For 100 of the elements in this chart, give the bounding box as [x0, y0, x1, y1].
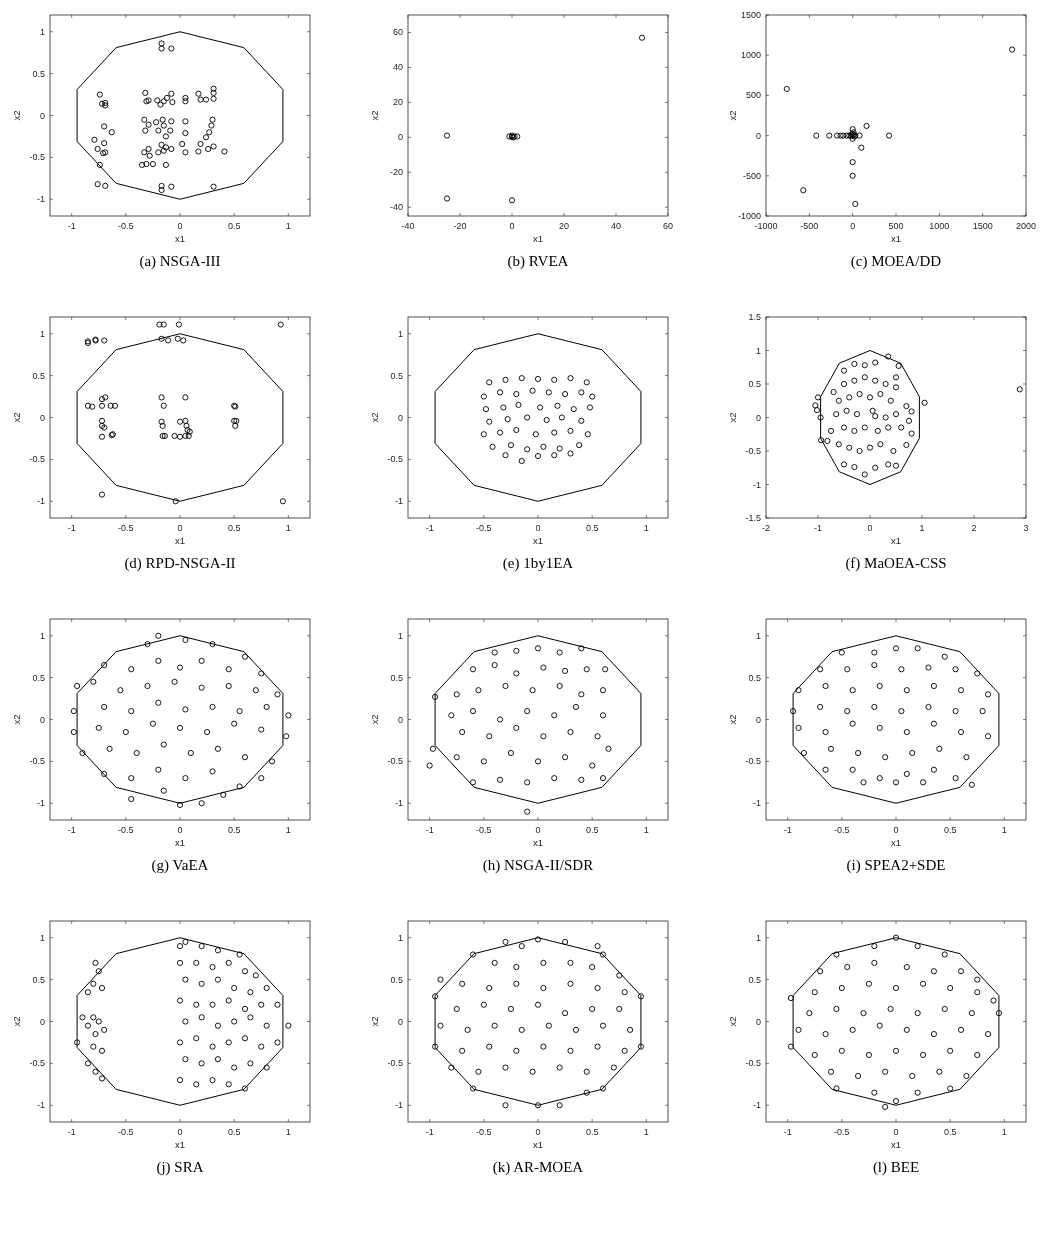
x-tick-label: -1	[67, 221, 76, 231]
x-tick-label: 0	[177, 523, 183, 533]
y-axis-title: x2	[369, 714, 380, 725]
x-axis-title: x1	[532, 233, 544, 244]
x-tick-label: 0.5	[585, 523, 599, 533]
text: (h) NSGA-II/SDR	[482, 857, 594, 874]
y-tick-label: 1	[39, 630, 45, 641]
y-tick-label: -0.5	[29, 454, 45, 465]
x-tick-label: 3	[1023, 523, 1029, 533]
y-tick-label: -1	[36, 194, 45, 205]
y-tick-label: 0	[755, 1016, 761, 1027]
x-tick-label: 0.5	[585, 825, 599, 835]
x-tick-label: -1	[783, 1127, 792, 1137]
y-tick-label: 0	[39, 1016, 45, 1027]
x-tick-label: 0	[177, 825, 183, 835]
x-tick-label: -1	[425, 1127, 434, 1137]
x-axis-title: x1	[532, 1139, 544, 1150]
x-tick-label: 60	[662, 221, 674, 231]
x-tick-label: 0	[509, 221, 515, 231]
x-axis-title: x1	[174, 535, 186, 546]
x-tick-label: 1	[643, 523, 649, 533]
x-tick-label: 0	[893, 825, 899, 835]
y-tick-label: -1.5	[745, 513, 761, 523]
x-tick-label: -0.5	[118, 523, 134, 533]
y-tick-label: 0.5	[32, 974, 45, 985]
y-tick-label: -1	[36, 1100, 45, 1111]
x-tick-label: 1	[285, 825, 291, 835]
y-tick-label: 0	[755, 412, 761, 423]
y-tick-label: 1	[39, 26, 45, 37]
x-tick-label: -1	[67, 1127, 76, 1137]
x-tick-label: 500	[888, 221, 904, 231]
x-tick-label: 0	[177, 221, 183, 231]
y-tick-label: 0.5	[390, 672, 403, 683]
x-tick-label: -0.5	[476, 1127, 492, 1137]
x-tick-label: -1	[67, 523, 76, 533]
x-tick-label: -0.5	[476, 825, 492, 835]
y-tick-label: -1	[752, 798, 761, 809]
y-tick-label: 1	[39, 328, 45, 339]
x-tick-label: -0.5	[118, 221, 134, 231]
y-axis-title: x2	[11, 714, 22, 725]
text: (a) NSGA-III	[139, 253, 221, 270]
y-tick-label: -0.5	[387, 756, 403, 767]
x-tick-label: 0	[893, 1127, 899, 1137]
x-tick-label: 1	[643, 1127, 649, 1137]
x-tick-label: -1	[813, 523, 823, 533]
x-axis-title: x1	[890, 837, 902, 848]
x-axis-title: x1	[532, 837, 544, 848]
y-tick-label: -1	[752, 1100, 761, 1111]
x-tick-label: 2	[971, 523, 977, 533]
x-axis-title: x1	[174, 233, 186, 244]
y-axis-title: x2	[727, 1016, 738, 1027]
x-tick-label: -0.5	[476, 523, 492, 533]
x-tick-label: 0.5	[227, 825, 241, 835]
y-tick-label: 0.5	[390, 370, 403, 381]
y-tick-label: 1	[755, 630, 761, 641]
x-tick-label: -500	[800, 221, 819, 231]
text: (e) 1by1EA	[502, 555, 574, 572]
y-axis-title: x2	[727, 714, 738, 725]
y-tick-label: -0.5	[745, 1058, 761, 1069]
x-tick-label: 0.5	[227, 221, 241, 231]
x-tick-label: 0	[535, 1127, 541, 1137]
y-tick-label: -500	[742, 170, 761, 181]
y-tick-label: 1	[39, 932, 45, 943]
x-axis-title: x1	[174, 1139, 186, 1150]
y-tick-label: 0	[39, 714, 45, 725]
y-axis-title: x2	[11, 412, 22, 423]
x-tick-label: 1	[285, 221, 291, 231]
y-tick-label: 0.5	[32, 370, 45, 381]
x-axis-title: x1	[890, 1139, 902, 1150]
y-axis-title: x2	[11, 1016, 22, 1027]
x-axis-title: x1	[890, 535, 902, 546]
x-tick-label: 0	[177, 1127, 183, 1137]
x-tick-label: -0.5	[834, 825, 850, 835]
y-tick-label: -1	[394, 1100, 403, 1111]
x-tick-label: 1	[285, 1127, 291, 1137]
y-tick-label: 0	[397, 1016, 403, 1027]
x-tick-label: 0.5	[585, 1127, 599, 1137]
x-axis-title: x1	[532, 535, 544, 546]
y-tick-label: -0.5	[387, 454, 403, 465]
y-axis-title: x2	[369, 110, 380, 121]
x-tick-label: 0	[850, 221, 856, 231]
y-tick-label: 1.5	[748, 312, 761, 322]
y-tick-label: -0.5	[745, 446, 761, 456]
x-tick-label: 0.5	[227, 523, 241, 533]
text: (c) MOEA/DD	[850, 253, 942, 270]
text: (l) BEE	[872, 1159, 920, 1176]
y-tick-label: -1	[36, 496, 45, 507]
x-tick-label: 1	[919, 523, 925, 533]
x-tick-label: 0	[867, 523, 873, 533]
text: (f) MaOEA-CSS	[845, 555, 947, 572]
x-tick-label: 40	[610, 221, 622, 231]
x-tick-label: -1	[783, 825, 792, 835]
y-tick-label: 0.5	[390, 974, 403, 985]
y-tick-label: 0	[755, 714, 761, 725]
y-tick-label: 0	[755, 130, 761, 141]
y-tick-label: 0	[397, 714, 403, 725]
y-tick-label: 1000	[740, 50, 761, 61]
y-tick-label: -1000	[737, 211, 761, 221]
x-tick-label: 0.5	[943, 1127, 957, 1137]
x-tick-label: 1500	[972, 221, 993, 231]
